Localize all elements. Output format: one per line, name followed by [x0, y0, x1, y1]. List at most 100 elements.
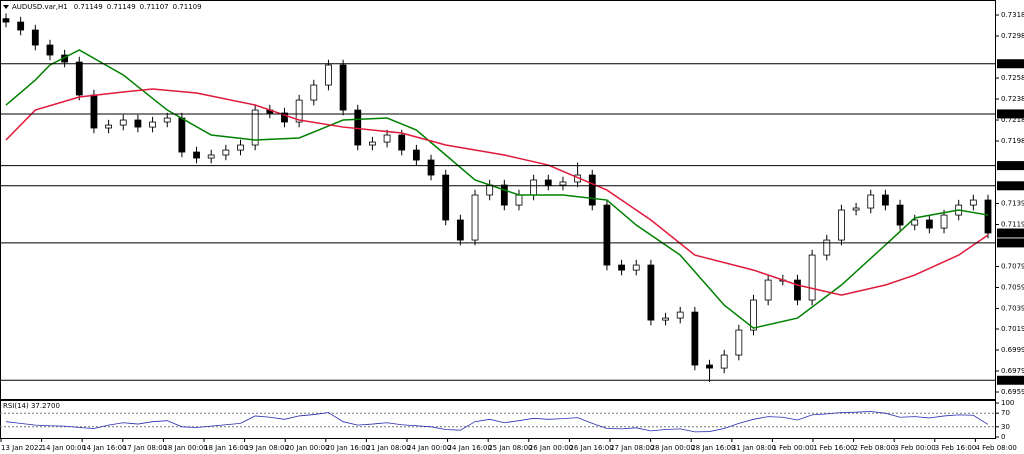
x-tick-label: 18 Jan 00:00: [163, 444, 207, 452]
candle-body: [281, 112, 288, 123]
candle-body: [149, 121, 156, 128]
x-tick-label: 14 Jan 00:00: [42, 444, 86, 452]
x-tick-label: 26 Jan 00:00: [529, 444, 573, 452]
candle-body: [2, 18, 10, 23]
candle-body: [412, 149, 420, 161]
candle-body: [632, 264, 640, 271]
candle-body: [794, 279, 801, 301]
level-box: [997, 59, 1024, 69]
rsi-tick-label: 30: [1001, 423, 1010, 431]
x-tick-label: 13 Jan 2022: [1, 444, 43, 452]
x-tick-label: 21 Jan 08:00: [366, 444, 410, 452]
candle-body: [530, 179, 538, 196]
level-box: [997, 238, 1024, 248]
x-tick-label: 2 Feb 08:00: [854, 444, 895, 452]
candle-body: [251, 109, 259, 146]
y-tick-label: 0.70195: [1001, 325, 1024, 333]
candle-body: [105, 124, 112, 129]
x-tick-label: 1 Feb 00:00: [772, 444, 813, 452]
x-tick-label: 28 Jan 16:00: [691, 444, 735, 452]
candle-body: [940, 214, 948, 229]
y-tick-label: 0.69795: [1001, 367, 1024, 375]
candle-body: [823, 239, 831, 256]
x-tick-label: 27 Jan 08:00: [610, 444, 654, 452]
current-price-label: 0.71109: [998, 229, 1024, 237]
candle-body: [838, 209, 845, 241]
candle-body: [750, 299, 757, 331]
candle-body: [969, 199, 977, 206]
rsi-tick-label: 70: [1001, 409, 1010, 417]
candle-body: [119, 119, 127, 126]
chart-title: AUDUSD.var,H1: [12, 3, 68, 11]
rsi-line: [5, 411, 989, 433]
level-box: [997, 375, 1024, 385]
y-tick-label: 0.72585: [1001, 74, 1024, 82]
candle-body: [676, 311, 684, 319]
candle-body: [764, 279, 772, 301]
candle-body: [852, 207, 860, 211]
candle-body: [544, 179, 552, 186]
candle-body: [559, 181, 567, 186]
candle-body: [178, 117, 186, 153]
level-box: [997, 181, 1024, 191]
candle-body: [618, 264, 625, 271]
x-tick-label: 17 Jan 08:00: [123, 444, 167, 452]
candle-body: [911, 219, 919, 226]
candle-body: [984, 199, 992, 234]
y-tick-label: 0.72185: [1001, 116, 1024, 124]
y-tick-label: 0.69995: [1001, 346, 1024, 354]
candle-body: [500, 184, 508, 206]
x-tick-label: 26 Jan 16:00: [569, 444, 613, 452]
candle-body: [720, 354, 728, 369]
candle-body: [456, 219, 464, 241]
candle-body: [471, 194, 479, 241]
x-tick-label: 1 Feb 16:00: [813, 444, 854, 452]
y-tick-label: 0.73185: [1001, 11, 1024, 19]
current-price-box: [997, 228, 1024, 238]
x-tick-label: 31 Jan 08:00: [732, 444, 776, 452]
header-value: 0.71107: [140, 3, 169, 11]
candle-body: [808, 254, 816, 301]
candle-body: [515, 194, 523, 206]
candle-body: [603, 204, 611, 266]
level-box: [997, 161, 1024, 171]
x-tick-label: 20 Jan 16:00: [326, 444, 370, 452]
moving-average: [5, 49, 989, 329]
x-tick-label: 4 Feb 08:00: [975, 444, 1016, 452]
x-tick-label: 18 Jan 16:00: [204, 444, 248, 452]
y-tick-label: 0.72385: [1001, 95, 1024, 103]
header-value: 0.71109: [173, 3, 202, 11]
candle-body: [896, 204, 904, 226]
rsi-tick-label: 100: [1001, 399, 1014, 407]
candle-body: [882, 194, 889, 206]
candle-body: [354, 109, 362, 146]
x-tick-label: 14 Jan 16:00: [82, 444, 126, 452]
candle-body: [295, 99, 303, 123]
level-label: 0.71559: [998, 182, 1024, 190]
candle-body: [163, 117, 171, 123]
candle-body: [427, 159, 435, 176]
moving-average: [5, 88, 989, 296]
candle-body: [193, 151, 200, 159]
y-tick-label: 0.71985: [1001, 137, 1024, 145]
candle-body: [310, 84, 318, 101]
x-tick-label: 3 Feb 00:00: [894, 444, 935, 452]
y-tick-label: 0.69595: [1001, 388, 1024, 396]
candle-body: [691, 311, 699, 366]
candle-body: [31, 29, 39, 46]
candle-body: [442, 174, 450, 221]
candle-body: [588, 174, 596, 206]
main-panel-frame: [0, 0, 996, 400]
candle-body: [237, 144, 244, 151]
x-tick-label: 25 Jan 08:00: [488, 444, 532, 452]
level-label: 0.71015: [998, 239, 1024, 247]
candle-body: [369, 141, 376, 146]
level-label: 0.69707: [998, 376, 1024, 384]
header-value: 0.71149: [107, 3, 136, 11]
candle-body: [46, 44, 54, 56]
level-label: 0.72243: [998, 110, 1024, 118]
